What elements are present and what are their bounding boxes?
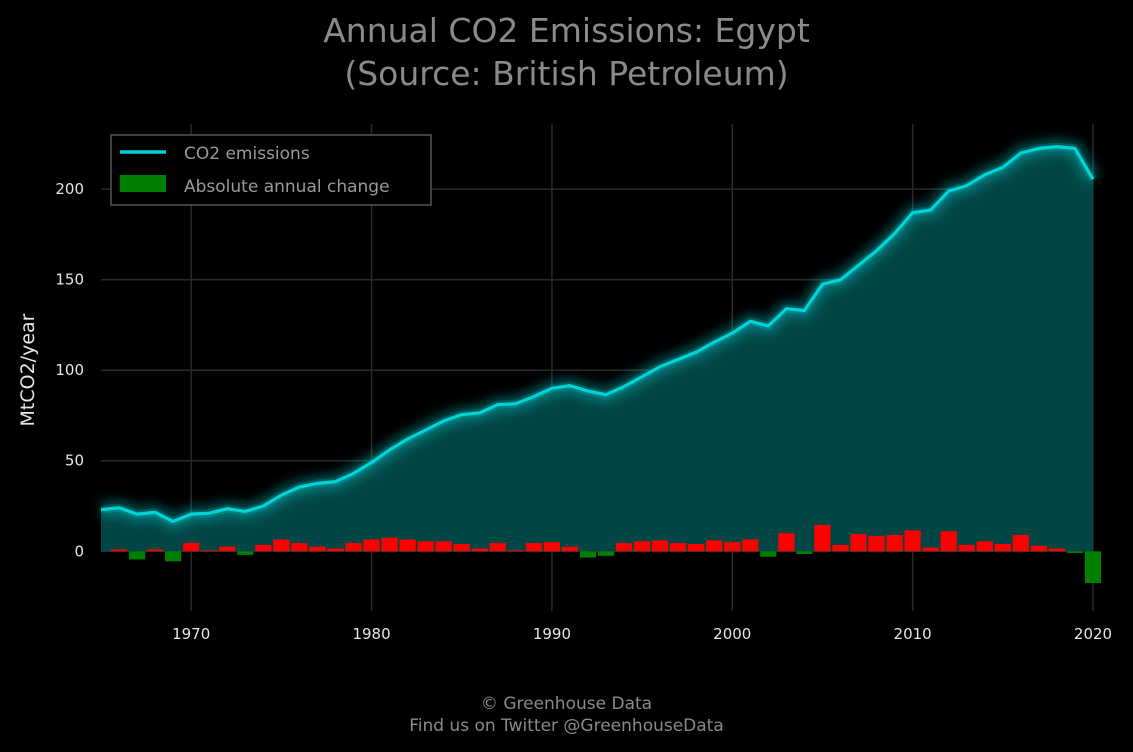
annual-change-bar-2008	[868, 535, 885, 552]
annual-change-bar-2010	[904, 530, 921, 552]
annual-change-bar-1976	[291, 543, 308, 552]
y-tick-label: 0	[74, 542, 84, 560]
annual-change-bar-2007	[850, 534, 867, 552]
annual-change-bar-1970	[183, 543, 200, 552]
annual-change-bar-1987	[489, 543, 506, 552]
annual-change-bar-1995	[634, 541, 651, 552]
annual-change-bar-1981	[381, 537, 398, 552]
annual-change-bar-2009	[886, 535, 903, 552]
annual-change-bar-1968	[147, 549, 164, 552]
annual-change-bar-1986	[471, 548, 488, 552]
y-tick-label: 50	[65, 452, 84, 470]
annual-change-bar-2005	[814, 525, 831, 552]
annual-change-bar-2020	[1084, 551, 1102, 583]
annual-change-bar-1967	[129, 551, 146, 560]
annual-change-bar-2012	[940, 531, 957, 552]
annual-change-bar-1966	[110, 549, 128, 552]
area-layer	[101, 146, 1093, 552]
chart-title-line-2: (Source: British Petroleum)	[344, 54, 789, 93]
line-layer	[100, 138, 1100, 530]
annual-change-bar-1997	[670, 543, 687, 552]
annual-change-bar-1984	[435, 541, 452, 552]
annual-change-bar-2006	[832, 544, 849, 552]
tick-layer: 1970 1980 1990 2000 2010 2020 0 50 100 150 200	[55, 180, 1112, 643]
annual-change-bar-2000	[724, 542, 741, 552]
annual-change-bar-1996	[652, 540, 669, 552]
x-tick-label: 2010	[894, 625, 932, 643]
annual-change-bar-1974	[255, 544, 272, 552]
legend-box	[110, 134, 432, 206]
annual-change-bar-1983	[417, 541, 434, 552]
annual-change-bar-1977	[309, 546, 326, 552]
annual-change-bar-1969	[165, 551, 182, 562]
annual-change-bar-1978	[327, 548, 344, 552]
annual-change-bar-2004	[796, 551, 813, 554]
y-tick-label: 200	[55, 180, 84, 198]
annual-change-bar-1988	[507, 550, 524, 552]
chart-title-line-1: Annual CO2 Emissions: Egypt	[323, 11, 810, 50]
annual-change-bar-2019	[1066, 551, 1083, 554]
annual-change-bar-2002	[760, 551, 777, 557]
annual-change-bar-1980	[363, 539, 380, 552]
legend-label-annual-change: Absolute annual change	[184, 177, 390, 197]
annual-change-bar-1994	[615, 543, 633, 552]
emissions-line	[100, 145, 1095, 523]
annual-change-bar-1990	[543, 542, 560, 552]
bar-layer	[110, 525, 1102, 583]
x-tick-label: 1970	[172, 625, 210, 643]
annual-change-bar-1991	[561, 546, 578, 552]
annual-change-bar-2015	[994, 544, 1011, 552]
annual-change-bar-1982	[399, 539, 416, 552]
footer-credit: © Greenhouse Data	[480, 694, 653, 714]
annual-change-bar-2014	[976, 541, 993, 552]
annual-change-bar-2001	[742, 539, 759, 552]
annual-change-bar-2013	[958, 544, 975, 552]
annual-change-bar-1998	[688, 544, 705, 552]
annual-change-bar-1989	[525, 543, 542, 552]
emissions-area-fill	[101, 146, 1093, 552]
annual-change-bar-1971	[201, 550, 218, 552]
footer-twitter: Find us on Twitter @GreenhouseData	[409, 716, 724, 736]
annual-change-bar-1979	[345, 543, 362, 552]
annual-change-bar-2017	[1030, 545, 1047, 552]
annual-change-bar-1975	[273, 539, 290, 552]
annual-change-bar-1993	[597, 551, 615, 556]
annual-change-bar-1973	[237, 551, 254, 555]
legend: CO2 emissions Absolute annual change	[110, 134, 432, 206]
annual-change-bar-1972	[219, 546, 236, 552]
annual-change-bar-2016	[1012, 535, 1029, 552]
x-tick-label: 2000	[713, 625, 751, 643]
annual-change-bar-2018	[1048, 548, 1065, 552]
x-tick-label: 1990	[533, 625, 571, 643]
y-tick-label: 100	[55, 361, 84, 379]
annual-change-bar-1992	[579, 551, 597, 558]
legend-swatch-annual-change	[120, 175, 166, 192]
y-tick-label: 150	[55, 271, 84, 289]
annual-change-bar-2003	[778, 533, 795, 552]
legend-label-co2-emissions: CO2 emissions	[184, 144, 310, 164]
x-tick-label: 1980	[352, 625, 390, 643]
annual-change-bar-1985	[453, 544, 470, 552]
x-tick-label: 2020	[1074, 625, 1112, 643]
annual-change-bar-2011	[922, 547, 939, 552]
annual-change-bar-1999	[706, 540, 723, 552]
